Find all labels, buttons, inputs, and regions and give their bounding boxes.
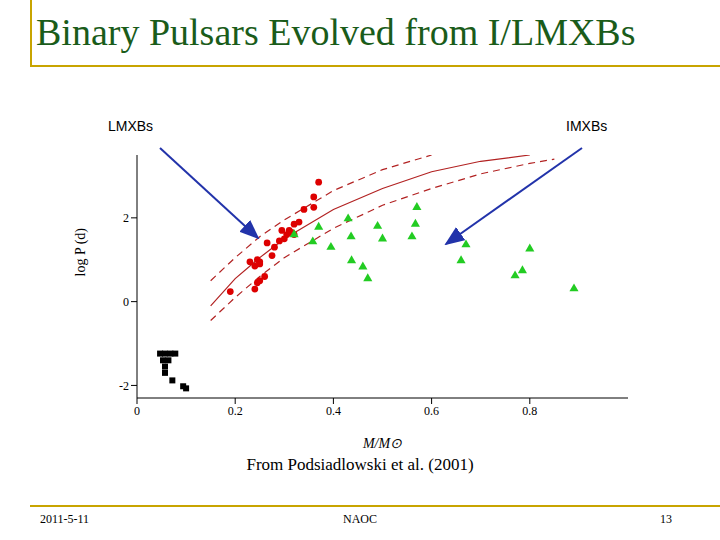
svg-text:0: 0: [134, 404, 140, 418]
html-text:From Podsiadlowski et al. (200: From Podsiadlowski et al. (2001): [246, 455, 474, 474]
svg-text:log P (d): log P (d): [73, 228, 89, 277]
html-text:13: 13: [660, 512, 672, 526]
svg-text:0.6: 0.6: [424, 404, 439, 418]
svg-text:0: 0: [123, 295, 129, 309]
svg-text:0.4: 0.4: [326, 404, 341, 418]
svg-text:-2: -2: [119, 379, 129, 393]
svg-text:0.8: 0.8: [522, 404, 537, 418]
svg-text:M/M⊙: M/M⊙: [362, 436, 402, 451]
html-text:2011-5-11: 2011-5-11: [40, 512, 90, 526]
svg-text:0.2: 0.2: [228, 404, 243, 418]
html-text:Binary Pulsars Evolved from I/: Binary Pulsars Evolved from I/LMXBs: [36, 11, 636, 53]
svg-text:2: 2: [123, 211, 129, 225]
html-text:LMXBs: LMXBs: [108, 118, 154, 134]
html-text:IMXBs: IMXBs: [566, 118, 608, 134]
html-text:NAOC: NAOC: [343, 512, 377, 526]
